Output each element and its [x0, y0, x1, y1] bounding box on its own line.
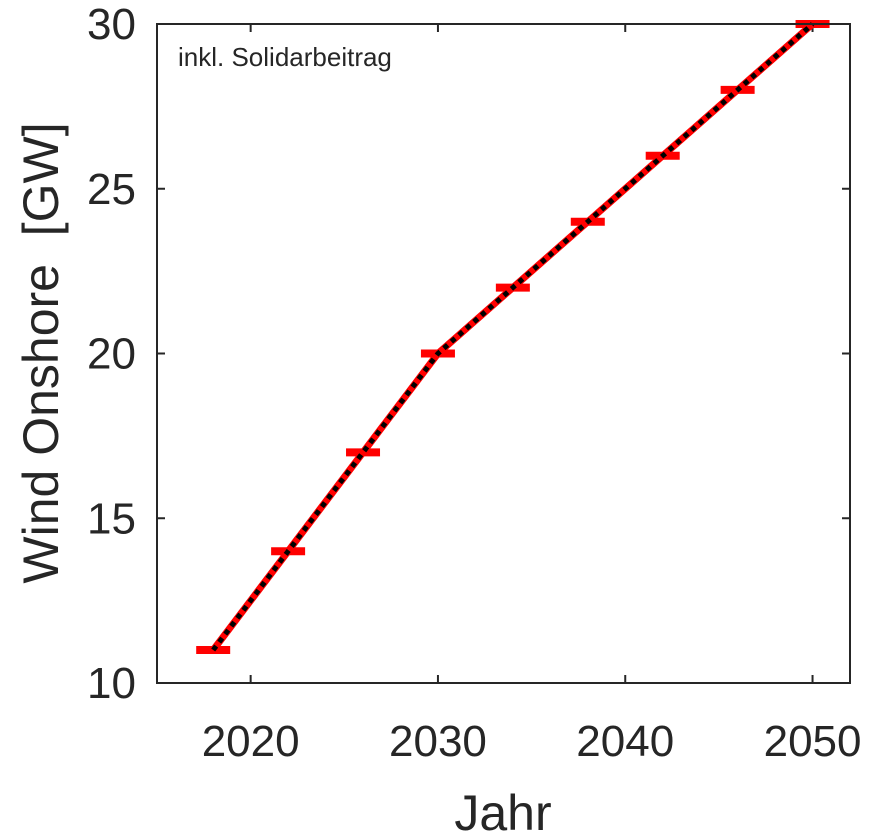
y-axis-label: Wind Onshore [GW]	[13, 122, 69, 583]
plot-frame	[156, 23, 851, 684]
y-tick-label: 30	[87, 0, 136, 49]
x-tick-label: 2050	[764, 717, 862, 766]
y-tick-label: 20	[87, 330, 136, 379]
x-tick-label: 2020	[202, 717, 300, 766]
series-line-2	[211, 22, 815, 652]
x-tick-label: 2040	[576, 717, 674, 766]
y-tick-label: 10	[87, 659, 136, 708]
x-axis-ticks: 2020 2030 2040 2050	[202, 24, 862, 766]
y-tick-label: 15	[87, 494, 136, 543]
y-axis-ticks: 10 15 20 25 30	[87, 0, 850, 708]
chart-annotation: inkl. Solidarbeitrag	[178, 42, 392, 72]
y-tick-label: 25	[87, 165, 136, 214]
x-tick-label: 2030	[389, 717, 487, 766]
x-axis-label: Jahr	[454, 785, 551, 834]
